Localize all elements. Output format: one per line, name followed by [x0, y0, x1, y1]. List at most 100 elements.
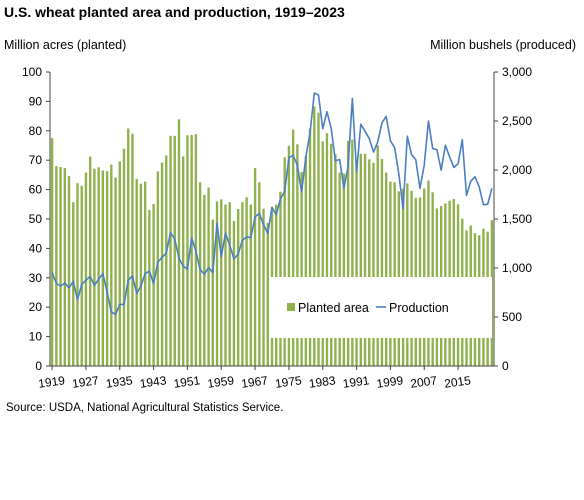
- left-axis-tick-label: 80: [29, 124, 43, 138]
- bar-planted-area: [122, 148, 126, 366]
- bar-planted-area: [76, 183, 79, 366]
- bar-planted-area: [135, 179, 138, 366]
- bar-planted-area: [406, 183, 409, 366]
- bar-planted-area: [342, 173, 346, 366]
- left-axis-tick-label: 70: [29, 153, 43, 167]
- legend: Planted area Production: [270, 277, 492, 338]
- right-axis-tick-label: 2,000: [502, 163, 532, 177]
- bar-planted-area: [105, 171, 109, 366]
- bar-planted-area: [304, 156, 308, 366]
- bar-planted-area: [245, 197, 248, 366]
- x-axis-tick-label: 2007: [409, 373, 438, 391]
- bar-planted-area: [241, 202, 244, 366]
- x-axis-tick-label: 2015: [443, 373, 472, 391]
- x-axis-tick-label: 1991: [342, 373, 371, 391]
- bar-planted-area: [131, 133, 134, 366]
- bar-planted-area: [355, 160, 358, 366]
- bar-planted-area: [215, 201, 219, 366]
- x-axis-tick-label: 1967: [240, 373, 269, 391]
- right-axis-tick-label: 1,000: [502, 261, 532, 275]
- bar-planted-area: [93, 168, 96, 366]
- x-axis-tick-label: 1999: [376, 373, 405, 391]
- bar-planted-area: [313, 106, 316, 367]
- right-axis-label: Million bushels (produced): [430, 38, 576, 52]
- bar-planted-area: [220, 199, 223, 366]
- bar-planted-area: [228, 202, 231, 366]
- bar-planted-area: [139, 183, 143, 366]
- bar-planted-area: [148, 210, 151, 366]
- bar-planted-area: [232, 221, 236, 366]
- right-axis-tick-label: 2,500: [502, 114, 532, 128]
- bar-planted-area: [160, 162, 164, 366]
- bar-planted-area: [236, 209, 240, 366]
- bar-planted-area: [97, 167, 100, 366]
- bar-planted-area: [152, 204, 155, 366]
- x-axis-tick-label: 1943: [139, 373, 168, 391]
- left-axis-tick-label: 90: [29, 94, 43, 108]
- bar-planted-area: [249, 204, 253, 366]
- bar-planted-area: [50, 138, 54, 366]
- legend-label-production: Production: [389, 301, 449, 315]
- bar-planted-area: [253, 168, 257, 366]
- x-axis-tick-label: 1983: [308, 373, 337, 391]
- bar-planted-area: [67, 176, 71, 366]
- bar-planted-area: [63, 168, 66, 366]
- bar-planted-area: [114, 177, 117, 366]
- bar-planted-area: [59, 166, 62, 366]
- bar-planted-area: [169, 135, 172, 366]
- bar-planted-area: [258, 182, 261, 366]
- x-axis-tick-label: 1951: [173, 373, 202, 391]
- left-axis-label: Million acres (planted): [4, 38, 127, 52]
- bar-planted-area: [203, 194, 206, 366]
- bar-planted-area: [334, 154, 337, 366]
- bar-planted-area: [182, 156, 185, 366]
- bar-planted-area: [110, 164, 113, 366]
- bar-planted-area: [372, 162, 375, 366]
- right-axis-tick-label: 0: [502, 359, 509, 373]
- left-axis-tick-label: 40: [29, 241, 43, 255]
- bar-planted-area: [308, 128, 312, 366]
- bar-planted-area: [338, 172, 341, 366]
- x-axis-tick-label: 1959: [207, 373, 236, 391]
- left-axis-tick-label: 20: [29, 300, 43, 314]
- x-axis-tick-label: 1935: [105, 373, 134, 391]
- bar-planted-area: [300, 171, 303, 366]
- bar-planted-area: [427, 180, 430, 366]
- legend-swatch-planted-area: [287, 303, 295, 311]
- bar-planted-area: [186, 135, 189, 366]
- bar-planted-area: [118, 161, 121, 366]
- production-line: [51, 92, 493, 316]
- bar-planted-area: [207, 187, 210, 366]
- left-axis-tick-label: 50: [29, 212, 43, 226]
- right-axis-tick-label: 1,500: [502, 212, 532, 226]
- bar-planted-area: [283, 157, 286, 366]
- left-axis-tick-label: 30: [29, 271, 43, 285]
- bar-planted-area: [330, 143, 333, 366]
- bar-planted-area: [55, 166, 58, 366]
- bar-planted-area: [384, 172, 388, 366]
- bar-planted-area: [321, 141, 324, 366]
- right-axis-tick-label: 500: [502, 310, 522, 324]
- bar-planted-area: [368, 159, 371, 366]
- x-axis-tick-label: 1927: [71, 373, 100, 391]
- bar-planted-area: [287, 145, 291, 366]
- bar-planted-area: [177, 119, 181, 366]
- bar-planted-area: [165, 155, 168, 366]
- bar-planted-area: [291, 129, 295, 366]
- left-axis-tick-label: 10: [29, 330, 43, 344]
- bar-planted-area: [211, 219, 214, 366]
- chart-title: U.S. wheat planted area and production, …: [4, 4, 345, 20]
- bar-planted-area: [224, 204, 227, 366]
- bar-planted-area: [346, 140, 350, 366]
- left-axis-tick-label: 100: [22, 65, 42, 79]
- bar-planted-area: [359, 153, 362, 366]
- bar-planted-area: [173, 135, 176, 366]
- bar-planted-area: [156, 171, 160, 366]
- bar-planted-area: [80, 185, 83, 366]
- left-axis-tick-label: 0: [35, 359, 42, 373]
- bar-planted-area: [351, 139, 354, 366]
- bar-planted-area: [325, 133, 329, 366]
- bar-planted-area: [190, 134, 193, 366]
- bar-planted-area: [266, 222, 269, 366]
